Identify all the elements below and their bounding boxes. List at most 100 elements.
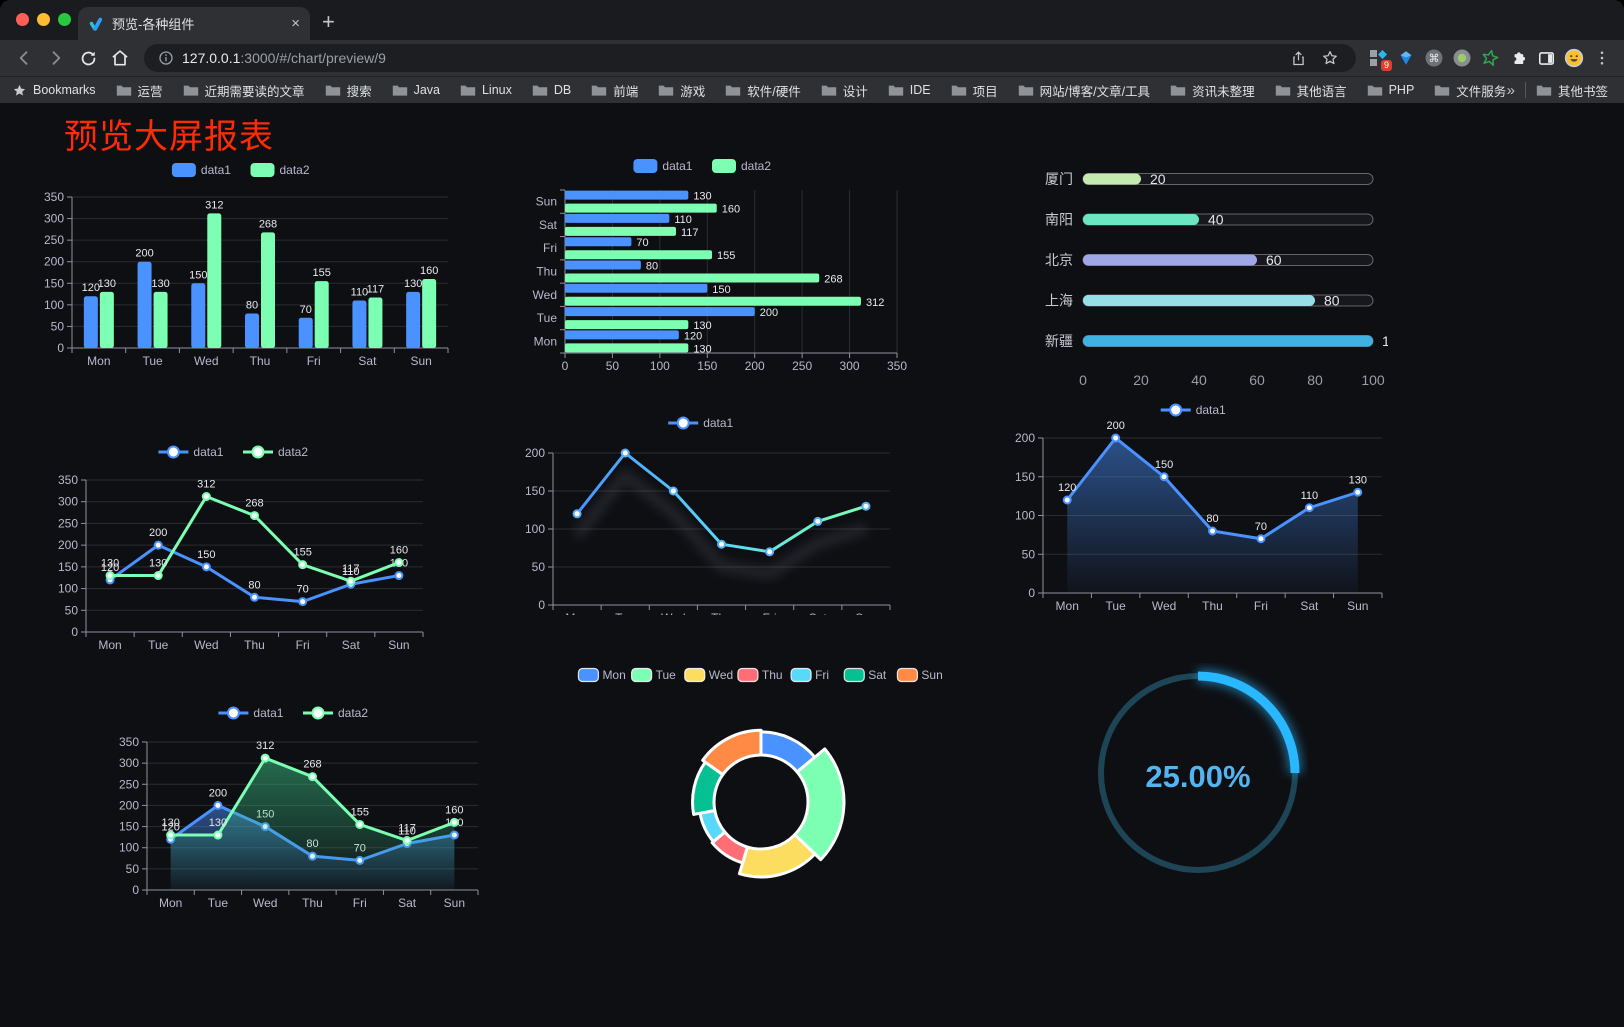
chart-gauge: 25.00% <box>1088 663 1308 883</box>
traffic-lights <box>16 13 71 26</box>
svg-text:20: 20 <box>1150 171 1166 187</box>
svg-text:50: 50 <box>65 603 79 617</box>
reload-icon[interactable] <box>76 46 100 70</box>
svg-text:Sat: Sat <box>1300 599 1319 613</box>
svg-text:40: 40 <box>1208 212 1224 228</box>
bookmark-folder[interactable]: 文件服务器 <box>1434 81 1507 100</box>
svg-text:110: 110 <box>398 825 416 837</box>
svg-text:300: 300 <box>44 212 64 226</box>
folder-icon <box>1275 85 1290 96</box>
svg-text:120: 120 <box>101 562 119 574</box>
svg-text:Tue: Tue <box>208 896 229 910</box>
folder-icon <box>1367 85 1382 96</box>
browser-toolbar: 127.0.0.1:3000/#/chart/preview/9 9 ⌘ <box>0 40 1624 76</box>
bookmark-folder[interactable]: 搜索 <box>325 81 372 100</box>
kebab-menu-icon[interactable] <box>1588 45 1616 71</box>
bookmark-folder[interactable]: 近期需要读的文章 <box>183 81 305 100</box>
svg-text:data2: data2 <box>280 163 310 177</box>
svg-text:Fri: Fri <box>815 668 829 682</box>
svg-text:Sun: Sun <box>410 354 431 368</box>
svg-text:data1: data1 <box>1196 403 1226 417</box>
svg-text:Thu: Thu <box>711 611 732 615</box>
svg-text:100: 100 <box>650 359 670 373</box>
command-extension-icon[interactable]: ⌘ <box>1420 45 1448 71</box>
svg-text:Tue: Tue <box>656 668 677 682</box>
svg-text:200: 200 <box>745 359 765 373</box>
bookmark-folder[interactable]: Java <box>392 81 440 100</box>
folder-icon <box>1018 85 1033 96</box>
svg-text:data1: data1 <box>662 159 692 173</box>
folder-icon <box>1170 85 1186 96</box>
bookmark-folder[interactable]: 资讯未整理 <box>1170 81 1255 100</box>
svg-text:data1: data1 <box>193 445 223 459</box>
bookmark-folder[interactable]: 设计 <box>821 81 868 100</box>
bookmark-star-icon[interactable] <box>1318 46 1342 70</box>
svg-text:130: 130 <box>149 558 167 570</box>
bookmark-folder[interactable]: 软件/硬件 <box>725 81 801 100</box>
back-icon[interactable] <box>12 46 36 70</box>
bookmark-folder[interactable]: 其他语言 <box>1275 81 1347 100</box>
svg-text:350: 350 <box>44 190 64 204</box>
svg-text:160: 160 <box>722 204 740 216</box>
svg-text:350: 350 <box>887 359 907 373</box>
close-window-button[interactable] <box>16 13 29 26</box>
svg-text:150: 150 <box>712 284 730 296</box>
bookmark-folder[interactable]: PHP <box>1367 81 1414 100</box>
svg-text:⌘: ⌘ <box>1429 53 1440 65</box>
svg-text:Sat: Sat <box>539 218 558 232</box>
svg-text:data2: data2 <box>741 159 771 173</box>
svg-text:Fri: Fri <box>763 611 777 615</box>
extension-grid-icon[interactable]: 9 <box>1364 45 1392 71</box>
svg-text:312: 312 <box>866 297 884 309</box>
bookmark-folder[interactable]: 项目 <box>951 81 998 100</box>
svg-text:0: 0 <box>1028 586 1035 600</box>
bookmark-folder[interactable]: Linux <box>460 81 512 100</box>
profile-avatar[interactable] <box>1560 45 1588 71</box>
minimize-window-button[interactable] <box>37 13 50 26</box>
svg-text:120: 120 <box>1058 482 1076 494</box>
svg-text:Wed: Wed <box>661 611 685 615</box>
sidebar-icon[interactable] <box>1532 45 1560 71</box>
bookmark-folder[interactable]: IDE <box>888 81 931 100</box>
svg-text:Wed: Wed <box>194 638 218 652</box>
extensions-puzzle-icon[interactable] <box>1504 45 1532 71</box>
bookmark-folder[interactable]: 前端 <box>591 81 638 100</box>
home-icon[interactable] <box>108 46 132 70</box>
bookmarks-manager[interactable]: Bookmarks <box>12 83 96 98</box>
bookmark-folder[interactable]: DB <box>532 81 571 100</box>
other-bookmarks-folder[interactable]: 其他书签 <box>1536 81 1608 100</box>
zoom-window-button[interactable] <box>58 13 71 26</box>
svg-text:312: 312 <box>256 740 274 752</box>
bookmarks-bar: Bookmarks 运营 近期需要读的文章 搜索 Java Linux DB 前端 游戏 软件/… <box>0 76 1624 103</box>
svg-text:data2: data2 <box>338 706 368 720</box>
svg-text:Sat: Sat <box>868 668 887 682</box>
bookmark-folder[interactable]: 网站/博客/文章/工具 <box>1018 81 1150 100</box>
svg-text:155: 155 <box>293 547 311 559</box>
svg-text:160: 160 <box>390 545 408 557</box>
svg-text:Tue: Tue <box>148 638 169 652</box>
share-icon[interactable] <box>1286 46 1310 70</box>
url-bar[interactable]: 127.0.0.1:3000/#/chart/preview/9 <box>144 44 1356 72</box>
other-bookmarks-label: 其他书签 <box>1557 84 1608 99</box>
green-star-extension-icon[interactable] <box>1476 45 1504 71</box>
forward-icon[interactable] <box>44 46 68 70</box>
gem-extension-icon[interactable] <box>1392 45 1420 71</box>
folder-icon <box>1435 85 1450 96</box>
new-tab-button[interactable]: + <box>322 9 335 34</box>
bookmarks-overflow-chevron[interactable]: » <box>1506 81 1515 99</box>
svg-text:Wed: Wed <box>533 288 557 302</box>
svg-text:Sat: Sat <box>358 354 377 368</box>
svg-text:100: 100 <box>525 522 545 536</box>
folder-icon <box>821 85 836 96</box>
svg-text:data1: data1 <box>253 706 283 720</box>
svg-text:Sun: Sun <box>444 896 465 910</box>
svg-text:150: 150 <box>197 549 215 561</box>
page-info-icon[interactable] <box>154 46 178 70</box>
svg-text:155: 155 <box>313 267 331 279</box>
bookmark-folder[interactable]: 运营 <box>116 81 163 100</box>
tab-close-icon[interactable]: × <box>291 15 300 32</box>
svg-text:Sun: Sun <box>855 611 876 615</box>
recorder-extension-icon[interactable] <box>1448 45 1476 71</box>
browser-tab[interactable]: 预览-各种组件 × <box>78 7 310 40</box>
bookmark-folder[interactable]: 游戏 <box>658 81 705 100</box>
